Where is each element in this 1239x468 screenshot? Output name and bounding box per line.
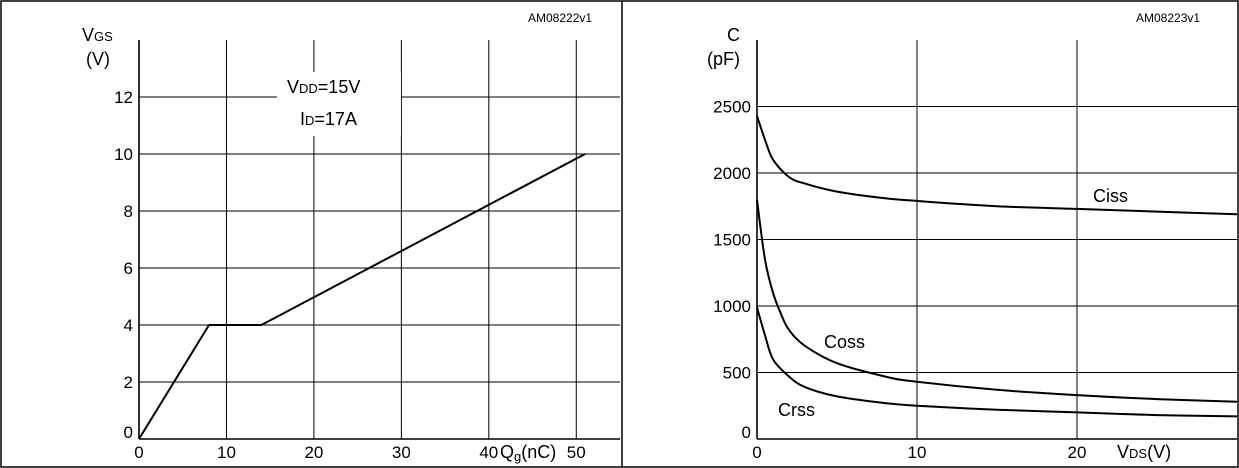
cap-y-tick-label: 1000 — [713, 297, 751, 316]
cap-x-tick-label: 0 — [752, 443, 761, 462]
y-axis-label-sub: GS — [94, 29, 113, 44]
annotation-id-value: =17A — [314, 109, 357, 129]
y-axis-unit-left: (V) — [86, 49, 110, 69]
annotation-id-sub: D — [305, 113, 314, 128]
x-axis-label-sub-r: DS — [1129, 446, 1147, 461]
cap-series-crss-line — [756, 307, 1238, 418]
x-axis-label-unit-r: (V) — [1147, 442, 1171, 462]
capacitance-chart: 0 10 20 0 500 1000 1500 2000 2500 AM08223v1 C (p… — [707, 11, 1238, 462]
gate-series-vgs-line — [138, 153, 586, 440]
annotation-vdd-main: V — [287, 77, 299, 97]
x-axis-label-left: Qg(nC) — [500, 442, 556, 464]
cap-series-ciss-line — [756, 115, 1238, 216]
gate-x-tick-label: 10 — [217, 443, 236, 462]
cap-x-tick-label: 20 — [1068, 443, 1087, 462]
chart-code-right: AM08223v1 — [1136, 11, 1200, 25]
x-axis-label-unit: (nC) — [521, 442, 556, 462]
y-axis-label-right: C — [727, 25, 740, 45]
gate-y-tick-label: 12 — [114, 88, 133, 107]
cap-y-tick-label: 500 — [723, 364, 751, 383]
gate-y-tick-label: 4 — [124, 316, 133, 335]
x-axis-label-right: VDS(V) — [1117, 442, 1171, 462]
cap-y-tick-label: 1500 — [713, 231, 751, 250]
x-axis-label-main-r: V — [1117, 442, 1129, 462]
annotation-box — [277, 72, 401, 136]
gate-x-tick-label: 50 — [567, 443, 586, 462]
x-axis-label-main: Q — [500, 442, 514, 462]
annotation-vdd: VDD=15V — [287, 77, 360, 97]
series-label-crss: Crss — [778, 400, 815, 420]
annotation-id-main: I — [300, 109, 305, 129]
cap-series-coss-line — [756, 199, 1238, 403]
chart-code-left: AM08222v1 — [528, 11, 592, 25]
y-axis-label-left: VGS — [82, 25, 113, 45]
gate-x-tick-label: 0 — [134, 443, 143, 462]
cap-x-tick-label: 10 — [908, 443, 927, 462]
annotation-vdd-sub: DD — [299, 81, 318, 96]
gate-y-tick-label: 2 — [124, 373, 133, 392]
y-axis-label-main: V — [82, 25, 94, 45]
x-axis-label-sub: g — [514, 449, 521, 464]
annotation-vdd-value: =15V — [318, 77, 361, 97]
gate-x-tick-label: 30 — [392, 443, 411, 462]
gate-y-tick-label: 6 — [124, 259, 133, 278]
y-axis-unit-right: (pF) — [707, 49, 740, 69]
gate-y-tick-label: 8 — [124, 202, 133, 221]
series-label-ciss: Ciss — [1093, 186, 1128, 206]
gate-x-tick-label: 20 — [304, 443, 323, 462]
series-label-coss: Coss — [824, 332, 865, 352]
gate-x-tick-label: 40 — [479, 443, 498, 462]
gate-y-tick-label: 10 — [114, 145, 133, 164]
annotation-id: ID=17A — [300, 109, 357, 129]
cap-y-tick-label: 2000 — [713, 164, 751, 183]
cap-y-tick-label: 0 — [742, 423, 751, 442]
gate-y-tick-label: 0 — [124, 423, 133, 442]
cap-y-tick-label: 2500 — [713, 98, 751, 117]
